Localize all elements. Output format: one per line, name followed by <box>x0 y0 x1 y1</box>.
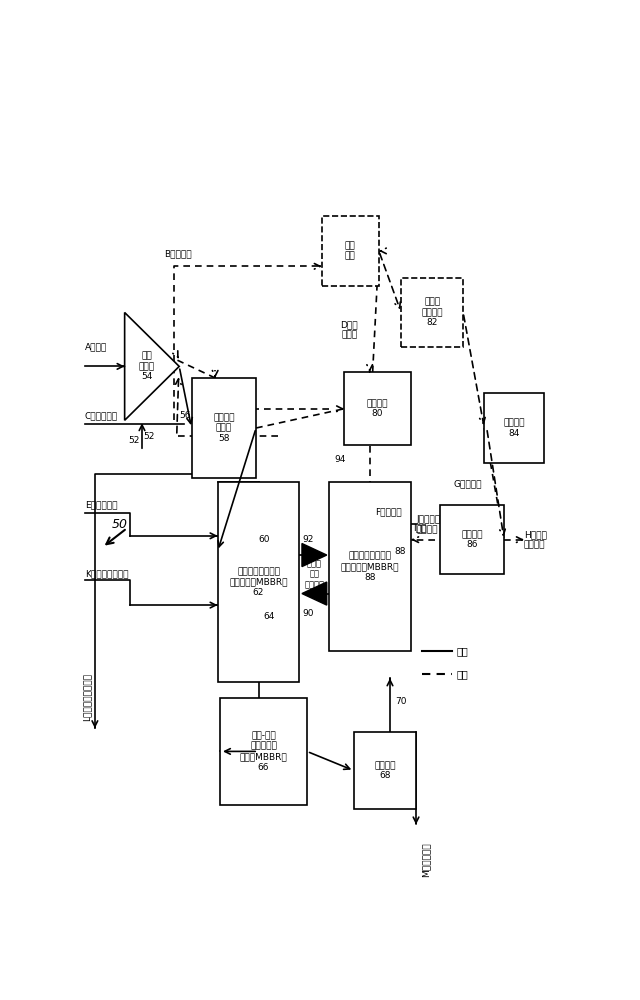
Text: 热水解
（可选）
82: 热水解 （可选） 82 <box>421 298 443 327</box>
Bar <box>329 482 411 651</box>
Bar <box>218 482 300 682</box>
Text: C初级流出水: C初级流出水 <box>85 411 118 420</box>
Text: 主流: 主流 <box>457 646 468 656</box>
Text: 初级
沉淀池
54: 初级 沉淀池 54 <box>139 352 155 381</box>
Text: 92: 92 <box>302 534 314 543</box>
Bar <box>354 732 416 809</box>
Polygon shape <box>302 543 327 567</box>
Text: 94: 94 <box>335 455 346 464</box>
Text: 生物处理
反应器
58: 生物处理 反应器 58 <box>213 413 235 443</box>
Text: 污泥增稠
80: 污泥增稠 80 <box>367 399 388 418</box>
Text: 64: 64 <box>264 612 275 621</box>
Text: J侧流反氨
化流出水: J侧流反氨 化流出水 <box>416 515 440 534</box>
Text: 侧流反氨化生物膜
系统（即，MBBR）
88: 侧流反氨化生物膜 系统（即，MBBR） 88 <box>341 552 399 582</box>
Text: I污水: I污水 <box>413 523 427 532</box>
Text: M最终流出水: M最终流出水 <box>421 842 430 877</box>
Text: 污泥脱水
86: 污泥脱水 86 <box>461 530 483 549</box>
Text: 生物膜
载体
转移设备: 生物膜 载体 转移设备 <box>305 559 324 589</box>
Bar <box>220 698 307 805</box>
Text: 固液分离
68: 固液分离 68 <box>374 761 396 780</box>
Text: 88: 88 <box>395 547 406 556</box>
Text: F组合污泥: F组合污泥 <box>375 507 402 516</box>
Text: 保持
容器: 保持 容器 <box>345 241 356 261</box>
Text: 90: 90 <box>302 609 314 618</box>
Bar <box>344 372 411 445</box>
Text: 测流: 测流 <box>457 669 468 679</box>
Text: D增稠
的污泥: D增稠 的污泥 <box>340 320 358 340</box>
Text: 52: 52 <box>144 432 155 441</box>
Text: 70: 70 <box>395 697 406 706</box>
Text: 52: 52 <box>128 436 140 445</box>
Text: 60: 60 <box>259 534 270 544</box>
Text: 主流反氨化生物膜
系统（即，MBBR）
62: 主流反氨化生物膜 系统（即，MBBR） 62 <box>229 567 288 597</box>
Text: E二级流出水: E二级流出水 <box>85 500 118 509</box>
Text: B初级污泥: B初级污泥 <box>164 250 192 259</box>
Text: K主流反氨化进水: K主流反氨化进水 <box>85 569 129 578</box>
Text: 厌氧消化
84: 厌氧消化 84 <box>503 418 525 438</box>
Text: 硝化-反硝
化精化系统
（即，MBBR）
66: 硝化-反硝 化精化系统 （即，MBBR） 66 <box>239 731 287 772</box>
Bar <box>322 216 379 286</box>
Text: H污泥饼
用于处理: H污泥饼 用于处理 <box>524 530 547 549</box>
Text: L主流反氨化流出水: L主流反氨化流出水 <box>83 673 92 721</box>
Text: G消化污泥: G消化污泥 <box>453 479 482 488</box>
Bar <box>440 505 504 574</box>
Polygon shape <box>302 582 327 605</box>
Bar <box>191 378 256 478</box>
Text: A原污水: A原污水 <box>85 342 108 351</box>
Bar <box>401 278 463 347</box>
Bar <box>484 393 544 463</box>
Text: 50: 50 <box>112 518 128 531</box>
Text: 56: 56 <box>180 411 191 420</box>
Polygon shape <box>125 312 179 420</box>
